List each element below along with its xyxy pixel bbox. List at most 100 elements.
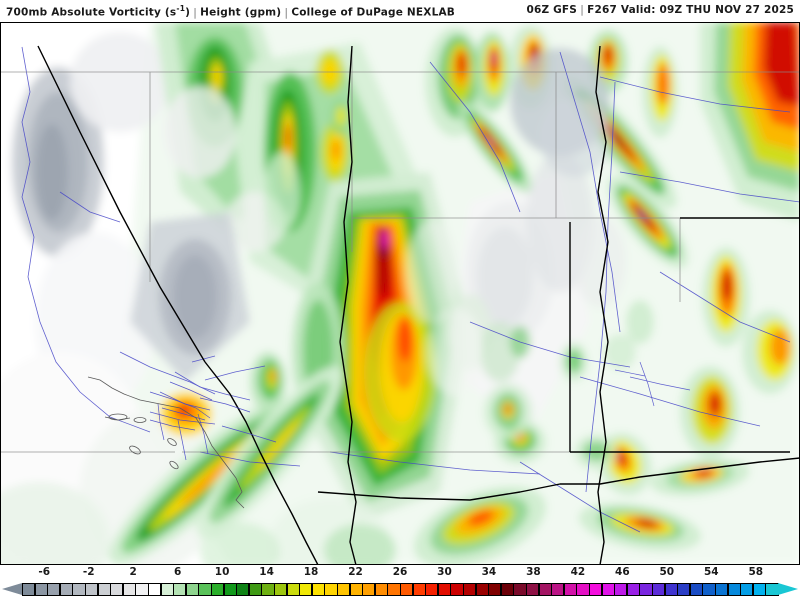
valid-time-label: Valid: 09Z THU NOV 27 2025	[620, 4, 794, 16]
colorbar-swatch[interactable]	[412, 583, 426, 596]
colorbar-swatch[interactable]	[286, 583, 300, 596]
colorbar-swatch[interactable]	[324, 583, 338, 596]
colorbar-swatch[interactable]	[589, 583, 603, 596]
colorbar-swatch[interactable]	[85, 583, 99, 596]
colorbar-tick-label: 2	[129, 566, 137, 578]
height-label: Height (gpm)	[200, 6, 282, 19]
colorbar-swatch[interactable]	[59, 583, 73, 596]
colorbar-swatch[interactable]	[97, 583, 111, 596]
colorbar-tick-label: 6	[173, 566, 182, 578]
river-lines	[21, 46, 800, 533]
colorbar-tick-label: 58	[748, 566, 764, 578]
colorbar-tick-label: 10	[214, 566, 230, 578]
colorbar-swatch[interactable]	[425, 583, 439, 596]
colorbar-tick-label: 46	[615, 566, 630, 578]
header-separator-3: |	[580, 4, 585, 16]
colorbar-swatch[interactable]	[211, 583, 225, 596]
colorbar-swatch[interactable]	[702, 583, 716, 596]
colorbar-swatch[interactable]	[34, 583, 48, 596]
colorbar-swatch[interactable]	[135, 583, 149, 596]
colorbar-low-arrow	[2, 583, 22, 595]
colorbar-swatch[interactable]	[248, 583, 262, 596]
colorbar-tick-label: -6	[38, 566, 51, 578]
colorbar-swatch[interactable]	[311, 583, 325, 596]
colorbar-swatch[interactable]	[47, 583, 61, 596]
colorbar[interactable]: -6 -2 2 6 10 14 18 22 26 30 34 38 42 46 50 54 58	[0, 565, 800, 600]
colorbar-swatch[interactable]	[236, 583, 250, 596]
colorbar-swatch[interactable]	[299, 583, 313, 596]
colorbar-strip[interactable]	[0, 583, 800, 597]
colorbar-tick-label: 14	[259, 566, 274, 578]
colorbar-swatch[interactable]	[601, 583, 615, 596]
colorbar-swatch[interactable]	[664, 583, 678, 596]
colorbar-swatch[interactable]	[148, 583, 162, 596]
colorbar-swatch[interactable]	[626, 583, 640, 596]
state-boundaries	[37, 45, 800, 565]
colorbar-tick-label: 50	[659, 566, 675, 578]
field-close-paren: )	[185, 6, 191, 19]
colorbar-swatch[interactable]	[160, 583, 174, 596]
colorbar-swatch[interactable]	[475, 583, 489, 596]
colorbar-swatch[interactable]	[488, 583, 502, 596]
header-left-text: 700mb Absolute Vorticity (s-1) | Height (g…	[6, 4, 455, 19]
colorbar-swatch[interactable]	[72, 583, 86, 596]
colorbar-swatch[interactable]	[337, 583, 351, 596]
colorbar-swatch[interactable]	[261, 583, 275, 596]
colorbar-swatch[interactable]	[274, 583, 288, 596]
colorbar-swatch[interactable]	[563, 583, 577, 596]
map-header: 700mb Absolute Vorticity (s-1) | Height (g…	[0, 0, 800, 22]
colorbar-tick-label: 54	[703, 566, 719, 578]
colorbar-swatch[interactable]	[22, 583, 36, 596]
phoenix-road-detail	[614, 361, 691, 407]
colorbar-swatch[interactable]	[715, 583, 729, 596]
header-right-text: 06Z GFS | F267 Valid: 09Z THU NOV 27 2025	[526, 4, 794, 16]
urban-detail	[149, 381, 277, 461]
colorbar-tick-label: -2	[82, 566, 95, 578]
field-label: 700mb Absolute Vorticity (s	[6, 6, 177, 19]
colorbar-swatch[interactable]	[639, 583, 653, 596]
colorbar-swatch[interactable]	[223, 583, 237, 596]
colorbar-tick-label: 22	[348, 566, 363, 578]
colorbar-swatch[interactable]	[450, 583, 464, 596]
model-run-label: 06Z GFS	[526, 4, 578, 16]
colorbar-swatch[interactable]	[727, 583, 741, 596]
colorbar-swatch[interactable]	[500, 583, 514, 596]
colorbar-swatch[interactable]	[437, 583, 451, 596]
forecast-hour-label: F267	[587, 4, 618, 16]
colorbar-swatch[interactable]	[173, 583, 187, 596]
colorbar-swatch[interactable]	[677, 583, 691, 596]
colorbar-swatch[interactable]	[198, 583, 212, 596]
colorbar-swatch[interactable]	[122, 583, 136, 596]
colorbar-tick-label: 30	[437, 566, 452, 578]
colorbar-swatch[interactable]	[538, 583, 552, 596]
colorbar-swatch[interactable]	[110, 583, 124, 596]
field-exponent: -1	[176, 4, 186, 13]
colorbar-swatch[interactable]	[752, 583, 766, 596]
colorbar-tick-labels: -6 -2 2 6 10 14 18 22 26 30 34 38 42 46 50 54 58	[0, 565, 800, 582]
colorbar-swatch[interactable]	[576, 583, 590, 596]
colorbar-swatch[interactable]	[387, 583, 401, 596]
colorbar-swatch[interactable]	[374, 583, 388, 596]
vorticity-shading	[0, 22, 800, 565]
colorbar-tick-label: 38	[526, 566, 541, 578]
colorbar-swatch[interactable]	[652, 583, 666, 596]
colorbar-swatch[interactable]	[463, 583, 477, 596]
colorbar-swatch[interactable]	[349, 583, 363, 596]
colorbar-swatch[interactable]	[400, 583, 414, 596]
colorbar-swatch[interactable]	[765, 583, 779, 596]
source-label: College of DuPage NEXLAB	[291, 6, 455, 19]
colorbar-swatch[interactable]	[740, 583, 754, 596]
colorbar-swatch[interactable]	[185, 583, 199, 596]
header-separator-1: |	[193, 6, 198, 19]
colorbar-swatch[interactable]	[689, 583, 703, 596]
map-canvas[interactable]	[0, 22, 800, 565]
colorbar-swatch[interactable]	[526, 583, 540, 596]
colorbar-swatch[interactable]	[614, 583, 628, 596]
geography-layer	[0, 45, 800, 565]
colorbar-swatch[interactable]	[513, 583, 527, 596]
colorbar-swatch[interactable]	[362, 583, 376, 596]
colorbar-tick-label: 34	[481, 566, 497, 578]
header-separator-2: |	[284, 6, 289, 19]
colorbar-tick-label: 18	[303, 566, 319, 578]
colorbar-swatch[interactable]	[551, 583, 565, 596]
